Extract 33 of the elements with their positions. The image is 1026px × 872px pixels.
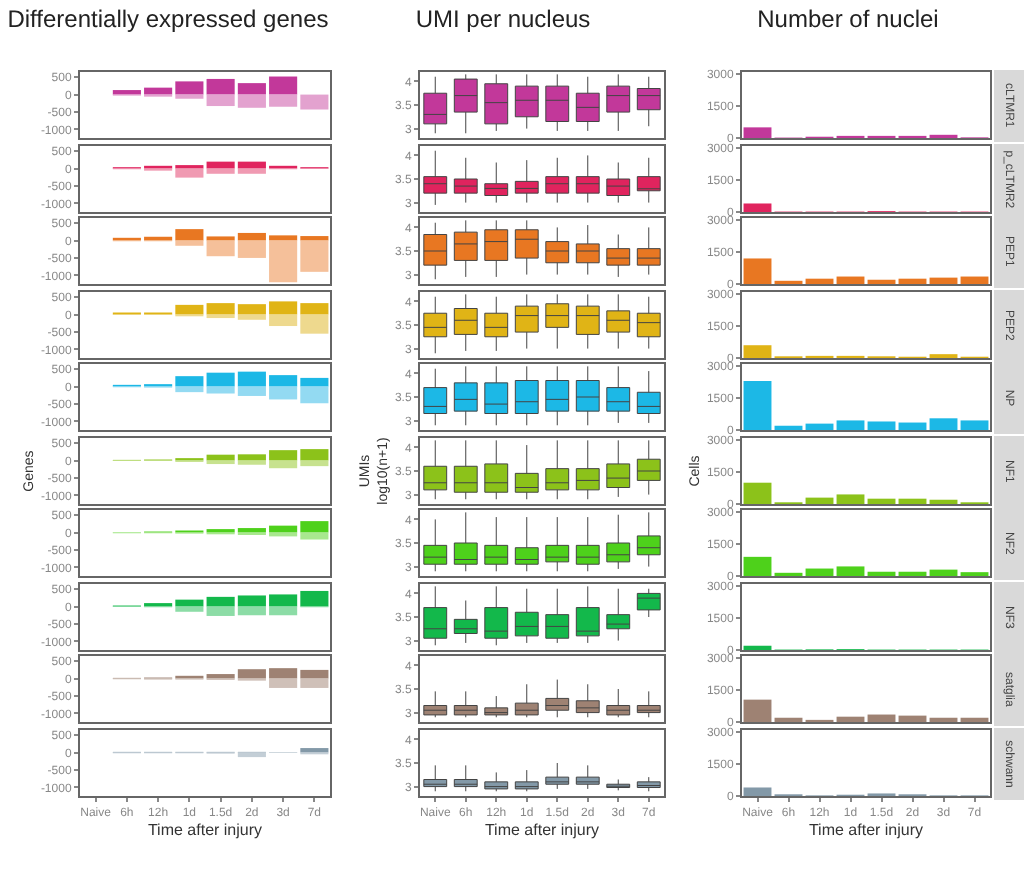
bar xyxy=(836,716,865,722)
bar xyxy=(805,423,834,430)
bar xyxy=(929,418,958,430)
x-axis-title: Time after injury xyxy=(147,819,263,838)
bar xyxy=(836,493,865,503)
bar xyxy=(898,422,927,430)
bar xyxy=(898,278,927,284)
bar xyxy=(929,277,958,284)
bar xyxy=(867,421,896,430)
bar xyxy=(836,276,865,284)
bar xyxy=(743,381,772,430)
bar xyxy=(805,496,834,503)
bar xyxy=(929,569,958,576)
bar xyxy=(743,258,772,284)
bar xyxy=(805,278,834,284)
x-axis-title: Time after injury xyxy=(484,819,600,838)
bar xyxy=(898,715,927,722)
bar xyxy=(960,420,989,430)
bar xyxy=(805,568,834,576)
bar xyxy=(867,497,896,503)
bar xyxy=(743,481,772,503)
bar xyxy=(836,420,865,430)
bar xyxy=(867,714,896,722)
bar xyxy=(960,276,989,284)
chart-title: UMI per nucleus xyxy=(415,4,591,33)
x-axis-title: Time after injury xyxy=(808,819,924,838)
bar xyxy=(898,497,927,503)
bar xyxy=(175,605,204,611)
bar xyxy=(743,556,772,576)
chart-title: Number of nuclei xyxy=(757,4,939,33)
bar xyxy=(743,699,772,722)
bar xyxy=(836,566,865,576)
chart-title: Differentially expressed genes xyxy=(7,4,329,33)
